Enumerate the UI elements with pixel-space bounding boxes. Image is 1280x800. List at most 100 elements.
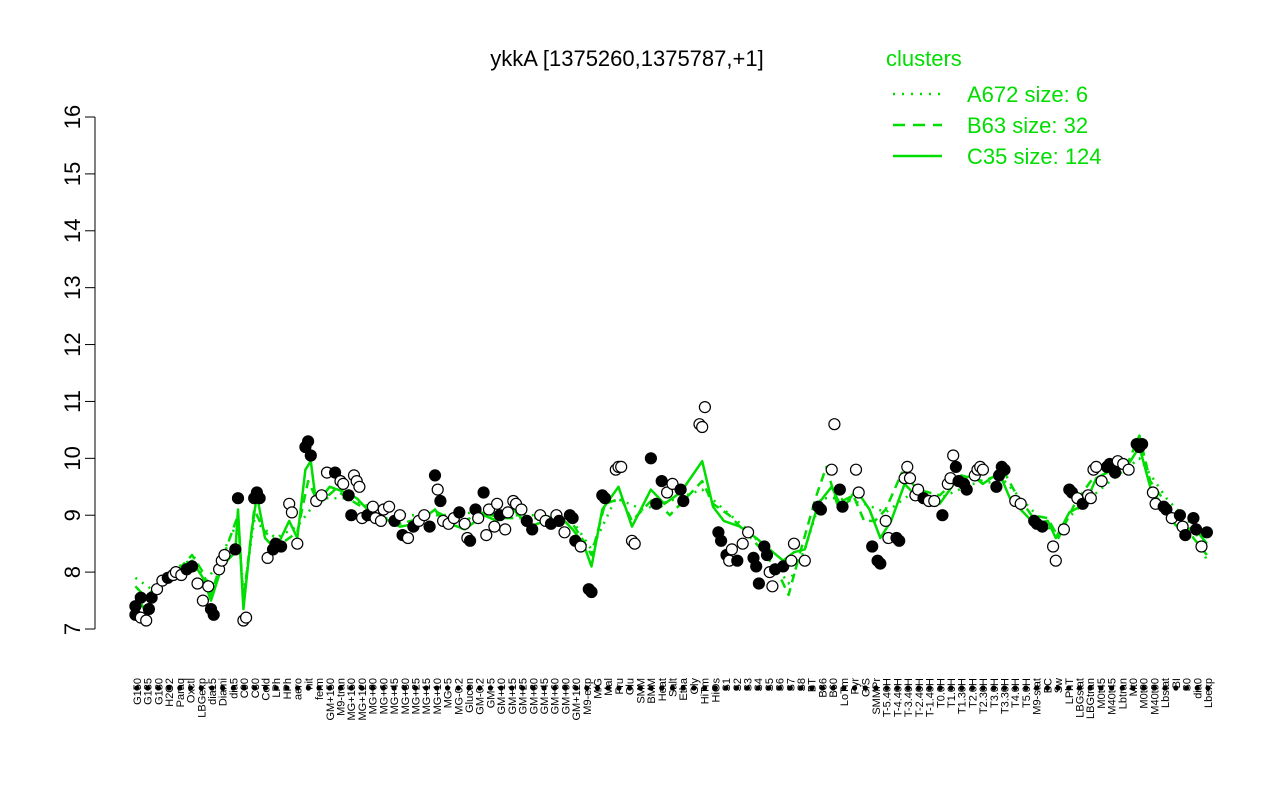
data-point: [431, 483, 444, 496]
data-point: [785, 554, 798, 567]
data-point: [499, 523, 512, 536]
data-point: [1036, 520, 1049, 533]
x-tick-marker: [680, 685, 686, 691]
data-point: [1090, 460, 1103, 473]
x-tick-marker: [809, 685, 815, 691]
data-point: [464, 534, 477, 547]
data-point: [526, 523, 539, 536]
x-tick-label: S6: [775, 678, 787, 691]
data-point: [949, 460, 963, 473]
x-tick-marker: [177, 685, 183, 691]
data-point: [1187, 511, 1200, 525]
data-point: [202, 580, 215, 593]
x-tick-label: T0.0H: [935, 678, 947, 708]
x-tick-marker: [1130, 685, 1136, 691]
data-point: [911, 483, 925, 496]
x-tick-label: ferm: [314, 678, 326, 700]
x-tick-label: MG+45: [389, 678, 401, 714]
x-tick-marker: [1183, 685, 1190, 691]
x-tick-marker: [1066, 685, 1072, 691]
data-point: [750, 560, 763, 573]
data-point: [928, 494, 941, 508]
x-tick-label: M40t90: [1149, 678, 1161, 715]
data-point: [1014, 497, 1027, 510]
x-tick-label: Sw: [1053, 678, 1065, 693]
data-point: [849, 463, 863, 476]
x-tick-label: S0: [1182, 678, 1194, 691]
cluster-line-b63: [134, 434, 1208, 602]
data-point: [674, 483, 687, 496]
x-tick-label: Pyr: [850, 678, 862, 695]
x-tick-label: G150: [132, 678, 144, 705]
x-tick-label: Lbexp: [1203, 678, 1215, 708]
x-tick-label: GM+5: [485, 678, 497, 708]
x-tick-marker: [402, 685, 408, 691]
x-tick-label: MG+25: [410, 678, 422, 714]
x-tick-label: dia0: [1192, 678, 1204, 699]
x-tick-marker: [423, 685, 429, 691]
x-tick-marker: [1173, 685, 1179, 691]
x-tick-marker: [284, 685, 290, 691]
x-tick-marker: [1151, 685, 1158, 691]
x-tick-label: BC: [1042, 678, 1054, 693]
x-tick-marker: [370, 685, 376, 691]
data-point: [428, 469, 442, 482]
x-tick-label: MG-0.2: [453, 678, 465, 715]
x-tick-marker: [1194, 685, 1200, 691]
data-point: [145, 591, 158, 604]
data-point: [1057, 523, 1071, 536]
data-point: [329, 466, 342, 479]
data-point: [644, 452, 658, 465]
y-tick-label: 9: [60, 509, 85, 521]
data-point: [960, 483, 973, 496]
data-point: [825, 463, 838, 476]
data-point: [434, 494, 447, 508]
x-tick-label: Gly: [689, 678, 701, 695]
x-tick-label: GM+150: [325, 678, 337, 721]
x-tick-marker: [487, 685, 494, 691]
data-point: [353, 480, 366, 493]
data-point: [1160, 503, 1173, 516]
data-point: [488, 520, 501, 533]
x-tick-marker: [348, 685, 354, 691]
x-tick-label: S3: [742, 678, 754, 691]
x-tick-marker: [905, 685, 911, 691]
x-tick-label: MG+120: [357, 678, 369, 721]
data-point: [1095, 475, 1108, 488]
x-tick-label: M0t90: [1139, 678, 1151, 709]
data-point: [903, 472, 917, 485]
data-point: [655, 475, 668, 488]
x-tick-marker: [359, 685, 365, 691]
data-point: [666, 477, 679, 490]
data-point: [777, 560, 790, 573]
x-tick-marker: [145, 685, 151, 691]
x-tick-marker: [734, 685, 740, 691]
x-tick-label: B60: [828, 678, 840, 698]
data-point: [191, 577, 204, 590]
data-point: [1135, 438, 1149, 451]
x-tick-label: T-4.40H: [892, 678, 904, 717]
x-tick-label: BT: [807, 678, 819, 692]
x-tick-label: dia15: [207, 678, 219, 705]
x-tick-marker: [937, 685, 943, 691]
x-tick-marker: [712, 685, 718, 691]
x-tick-label: T-2.40H: [914, 678, 926, 717]
x-axis: G150G135G180H2O2ParaqOxctlLBGexpdia15Dia…: [132, 677, 1215, 720]
x-tick-label: T1.30H: [957, 678, 969, 714]
data-point: [315, 489, 328, 502]
data-point: [150, 583, 164, 596]
x-tick-marker: [166, 685, 172, 691]
x-tick-label: Heat: [657, 678, 669, 701]
data-point: [833, 483, 846, 496]
x-tick-marker: [616, 685, 622, 691]
x-tick-marker: [1141, 685, 1147, 691]
data-point: [660, 486, 674, 499]
x-tick-label: LPh: [271, 678, 283, 698]
x-tick-marker: [209, 685, 215, 691]
data-point: [990, 480, 1003, 493]
x-tick-label: T5.0H: [1021, 678, 1033, 708]
x-tick-label: Mal: [603, 678, 615, 696]
x-tick-marker: [948, 685, 954, 691]
x-tick-label: HiOs: [710, 678, 722, 703]
data-point: [253, 492, 266, 505]
